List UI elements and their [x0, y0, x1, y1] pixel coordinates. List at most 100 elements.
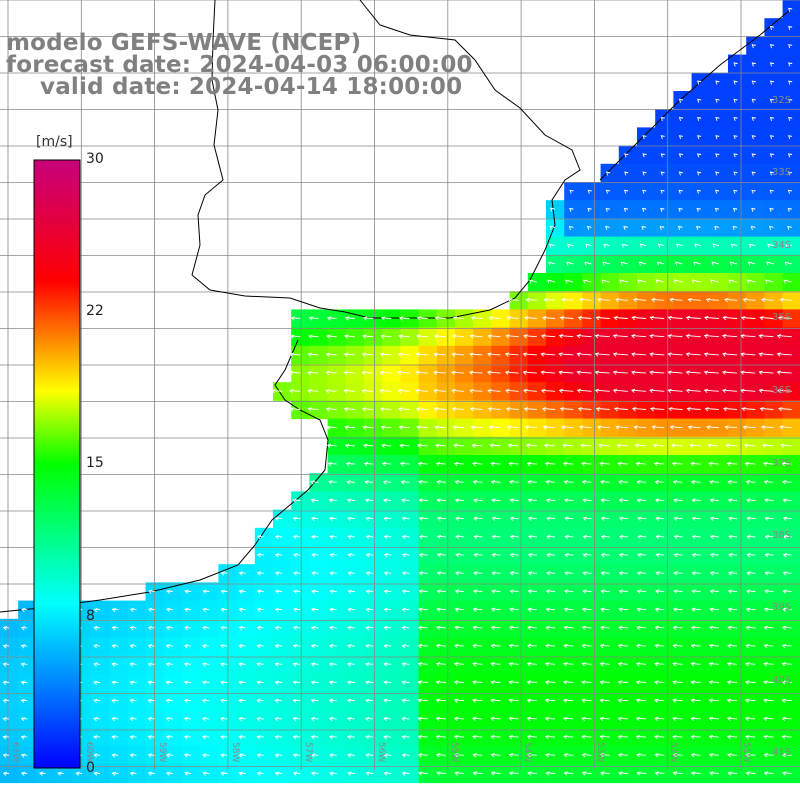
wind-arrow — [763, 716, 774, 722]
wind-arrow — [310, 662, 319, 667]
wind-speed-cell — [455, 473, 474, 492]
wind-speed-cell — [527, 473, 547, 492]
wind-arrow — [751, 135, 756, 140]
wind-arrow — [362, 334, 374, 339]
wind-arrow — [581, 625, 592, 631]
wind-arrow — [453, 443, 465, 448]
wind-speed-cell — [400, 655, 420, 674]
wind-speed-cell — [600, 327, 620, 347]
wind-speed-cell — [655, 400, 674, 420]
wind-speed-cell — [582, 564, 602, 583]
wind-arrow — [292, 607, 301, 613]
wind-speed-cell — [36, 764, 56, 784]
wind-speed-cell — [655, 509, 674, 529]
wind-speed-cell — [109, 618, 128, 638]
wind-arrow — [383, 662, 392, 667]
wind-arrow — [525, 298, 537, 303]
wind-arrow — [329, 534, 337, 540]
wind-arrow — [673, 553, 683, 558]
wind-arrow — [347, 644, 355, 649]
wind-speed-cell — [345, 473, 365, 492]
wind-speed-cell — [273, 527, 292, 547]
wind-arrow — [558, 370, 574, 375]
colorbar-label: 8 — [86, 608, 95, 624]
wind-speed-cell — [764, 709, 784, 729]
wind-speed-cell — [546, 509, 565, 529]
wind-speed-cell — [728, 527, 747, 547]
wind-arrow — [769, 135, 774, 140]
wind-arrow — [2, 735, 10, 740]
wind-speed-cell — [746, 163, 765, 183]
wind-arrow — [129, 644, 137, 649]
wind-speed-cell — [309, 764, 329, 784]
wind-speed-cell — [600, 637, 620, 656]
wind-speed-cell — [600, 709, 620, 729]
wind-arrow — [669, 297, 683, 303]
wind-arrow — [618, 498, 628, 503]
wind-arrow — [715, 153, 720, 158]
wind-speed-cell — [764, 327, 784, 347]
wind-arrow — [708, 643, 719, 649]
wind-arrow — [623, 207, 629, 212]
wind-speed-cell — [764, 637, 784, 656]
wind-speed-cell — [455, 728, 474, 747]
wind-arrow — [782, 589, 792, 594]
wind-arrow — [220, 680, 228, 685]
wind-arrow — [401, 644, 410, 649]
wind-speed-cell — [691, 455, 711, 474]
wind-arrow — [544, 680, 556, 685]
wind-arrow — [751, 44, 756, 49]
wind-arrow — [290, 334, 301, 339]
wind-arrow — [490, 662, 501, 667]
wind-speed-cell — [382, 327, 401, 347]
wind-arrow — [763, 753, 774, 758]
wind-speed-cell — [600, 655, 620, 674]
wind-arrow — [631, 315, 647, 321]
wind-arrow — [527, 516, 537, 521]
wind-arrow — [559, 407, 574, 412]
wind-arrow — [724, 297, 738, 303]
wind-speed-cell — [127, 728, 147, 747]
wind-speed-cell — [273, 691, 292, 711]
wind-arrow — [365, 753, 374, 758]
wind-arrow — [363, 443, 374, 449]
wind-arrow — [639, 243, 647, 248]
wind-arrow — [672, 643, 683, 649]
wind-speed-cell — [637, 200, 656, 219]
wind-arrow — [20, 662, 28, 667]
wind-speed-cell — [655, 145, 674, 165]
wind-arrow — [758, 352, 774, 357]
wind-speed-cell — [309, 400, 329, 420]
wind-speed-cell — [527, 273, 547, 292]
wind-arrow — [714, 189, 720, 194]
wind-arrow — [745, 716, 756, 722]
wind-speed-cell — [382, 709, 401, 729]
wind-arrow — [433, 352, 446, 357]
wind-arrow — [383, 644, 392, 649]
wind-speed-cell — [655, 746, 674, 765]
wind-arrow — [523, 334, 537, 339]
wind-arrow — [652, 443, 665, 448]
wind-speed-cell — [600, 436, 620, 456]
wind-speed-cell — [436, 728, 456, 747]
wind-speed-cell — [709, 709, 729, 729]
wind-arrow — [715, 135, 720, 140]
wind-arrow — [673, 589, 683, 594]
wind-speed-cell — [637, 673, 656, 693]
wind-speed-cell — [564, 582, 583, 602]
wind-speed-cell — [764, 309, 784, 329]
wind-arrow — [636, 625, 647, 631]
wind-arrow — [293, 589, 301, 594]
wind-arrow — [2, 680, 10, 685]
wind-speed-cell — [546, 273, 565, 292]
wind-arrow — [310, 753, 319, 758]
wind-speed-cell — [637, 618, 656, 638]
wind-speed-cell — [618, 345, 638, 365]
wind-arrow — [220, 607, 228, 613]
wind-arrow — [383, 771, 392, 776]
wind-arrow — [20, 735, 28, 740]
wind-speed-cell — [728, 109, 747, 128]
wind-speed-cell — [182, 582, 201, 602]
wind-speed-cell — [473, 673, 492, 693]
wind-arrow — [165, 735, 173, 740]
